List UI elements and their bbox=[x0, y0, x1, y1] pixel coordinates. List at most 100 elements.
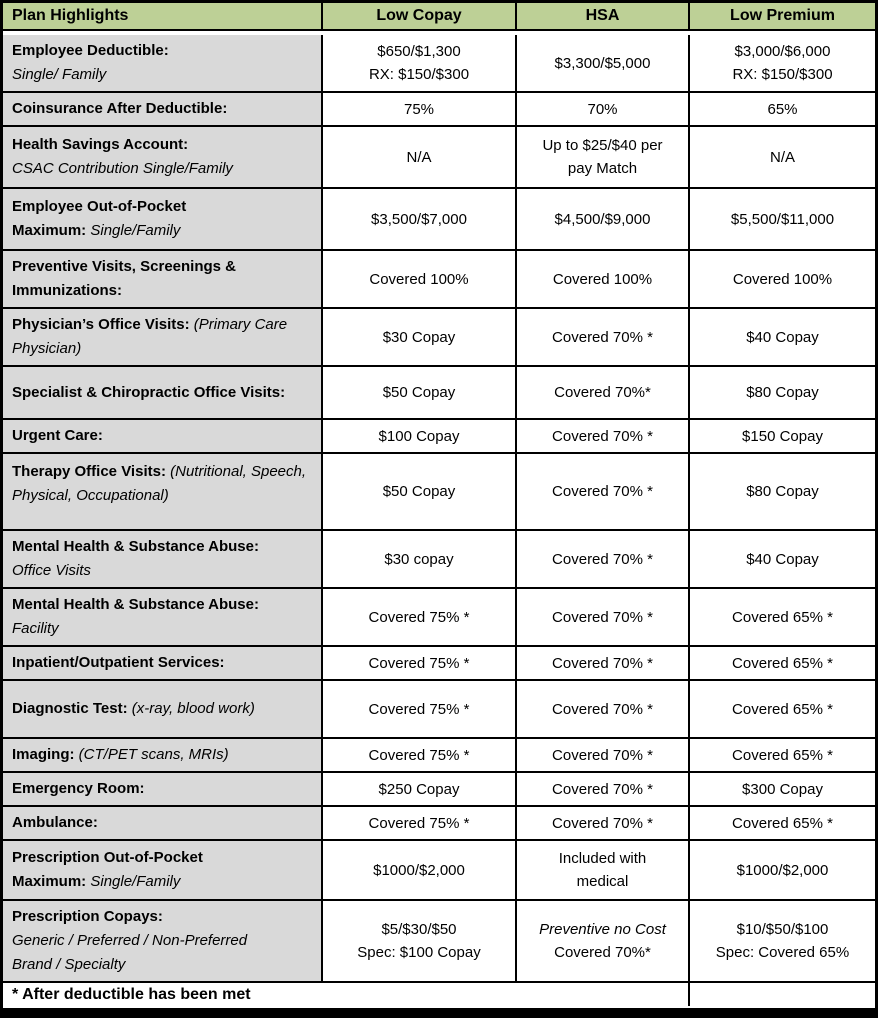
table-row: Coinsurance After Deductible: 75% 70% 65% bbox=[3, 91, 875, 125]
cell-value-text: Covered 100% bbox=[369, 270, 469, 288]
table-row: Preventive Visits, Screenings & Immuniza… bbox=[3, 249, 875, 307]
cell-value-text: Covered 100% bbox=[552, 270, 653, 288]
cell-low-copay: Covered 75% * bbox=[321, 647, 515, 679]
cell-hsa: Covered 70% * bbox=[515, 589, 688, 645]
cell-hsa: Covered 100% bbox=[515, 251, 688, 307]
column-header-low-premium: Low Premium bbox=[688, 3, 875, 29]
row-label-text: Employee Deductible: Single/ Family bbox=[12, 42, 169, 83]
cell-hsa: Preventive no Cost Covered 70%* bbox=[515, 901, 688, 981]
cell-value-text: $250 Copay bbox=[378, 780, 460, 798]
cell-hsa: Covered 70% * bbox=[515, 681, 688, 737]
cell-low-copay: Covered 75% * bbox=[321, 807, 515, 839]
cell-low-premium: $40 Copay bbox=[688, 531, 875, 587]
cell-low-copay: $3,500/$7,000 bbox=[321, 189, 515, 249]
cell-value-text: Covered 65% * bbox=[732, 746, 833, 764]
cell-value-text: Up to $25/$40 per pay Match bbox=[542, 137, 663, 177]
row-label-text: Specialist & Chiropractic Office Visits: bbox=[12, 383, 286, 401]
cell-hsa: 70% bbox=[515, 93, 688, 125]
table-row: Inpatient/Outpatient Services: Covered 75… bbox=[3, 645, 875, 679]
cell-value-text: Covered 70%* bbox=[554, 384, 651, 401]
table-row: Employee Out-of-Pocket Maximum: Single/Fa… bbox=[3, 187, 875, 249]
cell-low-premium: N/A bbox=[688, 127, 875, 187]
cell-value-text: $4,500/$9,000 bbox=[554, 210, 651, 228]
cell-value-text: Covered 70% * bbox=[552, 483, 653, 500]
table-row: Specialist & Chiropractic Office Visits:… bbox=[3, 365, 875, 418]
cell-value-text: Covered 70% * bbox=[552, 700, 653, 718]
cell-low-premium: $10/$50/$100 Spec: Covered 65% bbox=[688, 901, 875, 981]
footer-empty-cell bbox=[688, 983, 875, 1006]
cell-value-text: $3,000/$6,000 RX: $150/$300 bbox=[732, 43, 833, 83]
row-label-text: Imaging: (CT/PET scans, MRIs) bbox=[12, 746, 229, 763]
cell-low-premium: $1000/$2,000 bbox=[688, 841, 875, 899]
table-row: Imaging: (CT/PET scans, MRIs) Covered 75%… bbox=[3, 737, 875, 771]
table-row: Urgent Care: $100 Copay Covered 70% * $150 … bbox=[3, 418, 875, 452]
cell-value-text: Covered 70% * bbox=[552, 550, 653, 568]
table-row: Mental Health & Substance Abuse: Office V… bbox=[3, 529, 875, 587]
cell-value-text: Covered 75% * bbox=[368, 746, 470, 764]
cell-hsa: Covered 70% * bbox=[515, 647, 688, 679]
cell-hsa: Covered 70% * bbox=[515, 739, 688, 771]
cell-value-text: Covered 75% * bbox=[368, 700, 470, 718]
table-footer-row: * After deductible has been met bbox=[3, 981, 875, 1006]
table-row: Health Savings Account: CSAC Contribution… bbox=[3, 125, 875, 187]
row-label: Therapy Office Visits: (Nutritional, Spe… bbox=[3, 454, 321, 529]
cell-low-copay: $250 Copay bbox=[321, 773, 515, 805]
cell-low-copay: $650/$1,300 RX: $150/$300 bbox=[321, 35, 515, 91]
cell-value-text: Covered 70% * bbox=[552, 608, 653, 626]
row-label: Physician’s Office Visits: (Primary Care… bbox=[3, 309, 321, 365]
row-label-text: Diagnostic Test: (x-ray, blood work) bbox=[12, 700, 255, 717]
cell-value-text: $80 Copay bbox=[746, 384, 819, 401]
cell-low-premium: Covered 65% * bbox=[688, 681, 875, 737]
row-label-text: Prescription Copays: Generic / Preferred … bbox=[12, 908, 248, 973]
row-label: Mental Health & Substance Abuse: Facility bbox=[3, 589, 321, 645]
cell-value-text: $300 Copay bbox=[742, 780, 823, 798]
row-label: Specialist & Chiropractic Office Visits: bbox=[3, 367, 321, 418]
cell-value-text: Covered 70% * bbox=[552, 427, 653, 445]
cell-value-text: $150 Copay bbox=[742, 427, 823, 445]
cell-value-text: Preventive no Cost Covered 70%* bbox=[539, 921, 666, 961]
cell-value-text: $3,500/$7,000 bbox=[371, 210, 467, 228]
row-label-text: Mental Health & Substance Abuse: Office V… bbox=[12, 538, 259, 579]
cell-low-premium: $150 Copay bbox=[688, 420, 875, 452]
cell-low-copay: $1000/$2,000 bbox=[321, 841, 515, 899]
row-label-text: Physician’s Office Visits: (Primary Care… bbox=[12, 316, 288, 357]
cell-low-premium: Covered 100% bbox=[688, 251, 875, 307]
table-row: Emergency Room: $250 Copay Covered 70% * $3… bbox=[3, 771, 875, 805]
cell-low-copay: $30 copay bbox=[321, 531, 515, 587]
cell-value-text: N/A bbox=[769, 148, 795, 166]
cell-value-text: $40 Copay bbox=[746, 328, 819, 346]
cell-low-premium: Covered 65% * bbox=[688, 807, 875, 839]
cell-value-text: $650/$1,300 RX: $150/$300 bbox=[368, 43, 470, 83]
cell-value-text: $5/$30/$50 Spec: $100 Copay bbox=[357, 921, 481, 961]
cell-hsa: Covered 70% * bbox=[515, 807, 688, 839]
cell-value-text: Covered 75% * bbox=[368, 654, 470, 672]
cell-low-premium: $300 Copay bbox=[688, 773, 875, 805]
cell-value-text: Covered 75% * bbox=[368, 608, 470, 626]
cell-value-text: $1000/$2,000 bbox=[373, 861, 465, 879]
row-label-text: Ambulance: bbox=[12, 814, 98, 831]
bottom-divider bbox=[3, 1006, 875, 1008]
cell-low-copay: Covered 100% bbox=[321, 251, 515, 307]
cell-hsa: Covered 70% * bbox=[515, 531, 688, 587]
table-header-row: Plan Highlights Low Copay HSA Low Premiu… bbox=[3, 3, 875, 31]
row-label-text: Prescription Out-of-Pocket Maximum: Singl… bbox=[12, 849, 203, 890]
row-label-text: Urgent Care: bbox=[12, 427, 103, 444]
row-label-text: Mental Health & Substance Abuse: Facility bbox=[12, 596, 259, 637]
cell-value-text: Covered 65% * bbox=[732, 814, 833, 832]
cell-value-text: Covered 70% * bbox=[552, 814, 653, 832]
row-label: Coinsurance After Deductible: bbox=[3, 93, 321, 125]
cell-value-text: Covered 75% * bbox=[368, 814, 470, 832]
cell-hsa: Covered 70%* bbox=[515, 367, 688, 418]
cell-low-copay: Covered 75% * bbox=[321, 739, 515, 771]
row-label: Health Savings Account: CSAC Contribution… bbox=[3, 127, 321, 187]
column-header-low-copay: Low Copay bbox=[321, 3, 515, 29]
cell-value-text: $5,500/$11,000 bbox=[730, 210, 835, 228]
row-label: Diagnostic Test: (x-ray, blood work) bbox=[3, 681, 321, 737]
cell-low-copay: N/A bbox=[321, 127, 515, 187]
column-header-plan-highlights: Plan Highlights bbox=[3, 3, 321, 29]
row-label: Prescription Out-of-Pocket Maximum: Singl… bbox=[3, 841, 321, 899]
cell-hsa: Covered 70% * bbox=[515, 454, 688, 529]
cell-value-text: $40 Copay bbox=[746, 550, 819, 568]
cell-low-premium: Covered 65% * bbox=[688, 739, 875, 771]
